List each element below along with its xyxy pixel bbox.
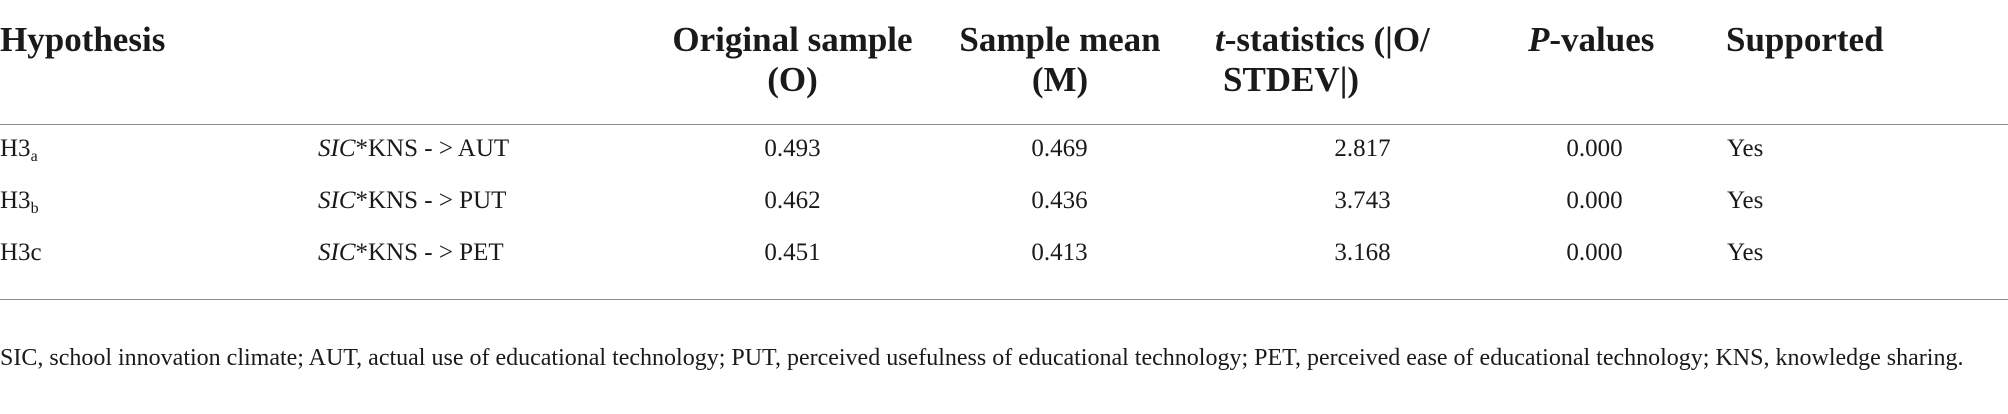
row1-p: 0.000 <box>1566 135 1623 162</box>
row1-path-rest: *KNS - > AUT <box>355 135 510 162</box>
row3-path-rest: *KNS - > PET <box>355 239 504 266</box>
header-t-statistics-line1: t-statistics (|O/ <box>1215 20 1430 60</box>
header-hypothesis: Hypothesis <box>0 20 166 59</box>
row2-hypothesis: H3b <box>0 186 39 217</box>
row1-path-italic: SIC <box>318 135 356 162</box>
header-sample-mean: Sample mean (M) <box>950 20 1170 100</box>
row2-original: 0.462 <box>764 187 821 214</box>
header-p-italic: P <box>1528 20 1550 59</box>
row1-hypothesis: H3a <box>0 134 38 165</box>
row3-original: 0.451 <box>764 239 821 266</box>
row3-supported: Yes <box>1727 239 1764 266</box>
header-original-sample: Original sample (O) <box>665 20 920 100</box>
header-original-sample-line1: Original sample <box>672 20 913 59</box>
row3-hyp-main: H3c <box>0 239 42 266</box>
row2-t: 3.743 <box>1334 187 1391 214</box>
row1-hyp-sub: a <box>30 148 38 165</box>
header-sample-mean-line1: Sample mean <box>959 20 1161 59</box>
row2-path-italic: SIC <box>318 187 356 214</box>
row1-original: 0.493 <box>764 135 821 162</box>
row1-mean: 0.469 <box>1031 135 1088 162</box>
row1-path: SIC*KNS - > AUT <box>318 134 509 164</box>
header-original-sample-line2: (O) <box>767 60 818 99</box>
row2-path: SIC*KNS - > PUT <box>318 186 506 216</box>
header-sample-mean-line2: (M) <box>1031 60 1089 99</box>
header-t-italic: t <box>1215 20 1225 59</box>
row3-t: 3.168 <box>1334 239 1391 266</box>
row2-path-rest: *KNS - > PUT <box>355 187 507 214</box>
header-supported: Supported <box>1726 20 1884 59</box>
row2-p: 0.000 <box>1566 187 1623 214</box>
header-t-statistics: t-statistics (|O/ STDEV|) <box>1215 20 1430 100</box>
bottom-rule <box>0 299 2008 300</box>
row1-supported: Yes <box>1727 135 1764 162</box>
row2-mean: 0.436 <box>1031 187 1088 214</box>
row1-t: 2.817 <box>1334 135 1391 162</box>
row1-hyp-main: H3 <box>0 135 31 162</box>
row3-mean: 0.413 <box>1031 239 1088 266</box>
row2-supported: Yes <box>1727 187 1764 214</box>
row3-path: SIC*KNS - > PET <box>318 238 504 268</box>
row2-hyp-sub: b <box>30 200 39 217</box>
header-t-rest: -statistics (|O/ <box>1224 20 1430 59</box>
row3-p: 0.000 <box>1566 239 1623 266</box>
row3-path-italic: SIC <box>318 239 356 266</box>
header-p-rest: -values <box>1549 20 1655 59</box>
header-t-statistics-line2: STDEV|) <box>1223 60 1360 99</box>
header-rule <box>0 124 2008 125</box>
table-footnote: SIC, school innovation climate; AUT, act… <box>0 345 1964 371</box>
header-p-values: P-values <box>1528 20 1654 60</box>
row2-hyp-main: H3 <box>0 187 31 214</box>
row3-hypothesis: H3c <box>0 238 42 268</box>
